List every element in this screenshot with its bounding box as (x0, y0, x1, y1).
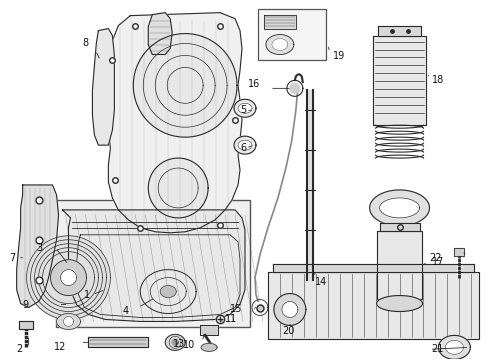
Polygon shape (148, 158, 208, 218)
Bar (258, 9, 325, 60)
Polygon shape (148, 13, 172, 54)
Polygon shape (379, 223, 419, 231)
Text: 10: 10 (183, 340, 195, 350)
Polygon shape (265, 35, 293, 54)
Polygon shape (376, 296, 422, 311)
Text: 11: 11 (224, 314, 237, 324)
Polygon shape (57, 314, 81, 329)
Polygon shape (234, 99, 255, 117)
Text: 3: 3 (37, 243, 42, 253)
Text: 17: 17 (430, 257, 443, 267)
Polygon shape (453, 248, 464, 256)
Text: 14: 14 (314, 276, 326, 287)
Text: 21: 21 (430, 345, 443, 354)
Text: 20: 20 (282, 327, 294, 336)
Text: 6: 6 (240, 143, 245, 153)
Polygon shape (172, 339, 178, 345)
Polygon shape (445, 340, 463, 354)
Polygon shape (267, 272, 478, 339)
Polygon shape (61, 270, 76, 285)
Polygon shape (254, 302, 264, 312)
Polygon shape (369, 190, 428, 226)
Polygon shape (19, 321, 33, 329)
Polygon shape (165, 334, 185, 350)
Polygon shape (17, 185, 59, 307)
Polygon shape (50, 260, 86, 296)
Polygon shape (160, 285, 176, 298)
Polygon shape (376, 231, 422, 298)
Polygon shape (133, 33, 237, 137)
Polygon shape (372, 36, 426, 125)
Text: 5: 5 (240, 105, 246, 115)
Text: 22: 22 (428, 253, 441, 263)
Text: 18: 18 (430, 75, 443, 85)
Polygon shape (26, 236, 110, 319)
Text: 16: 16 (247, 79, 260, 89)
Text: 9: 9 (22, 300, 29, 310)
Polygon shape (306, 90, 312, 280)
Polygon shape (238, 140, 251, 150)
Text: 4: 4 (122, 306, 128, 316)
Polygon shape (88, 337, 148, 347)
Polygon shape (63, 316, 73, 327)
Polygon shape (238, 103, 251, 113)
Polygon shape (281, 302, 297, 318)
Text: 13: 13 (173, 339, 185, 349)
Text: 8: 8 (82, 37, 88, 48)
Polygon shape (234, 136, 255, 154)
Polygon shape (264, 15, 295, 28)
Bar (56, 200, 249, 328)
Polygon shape (108, 13, 242, 233)
Polygon shape (200, 325, 218, 336)
Polygon shape (438, 336, 469, 359)
Polygon shape (62, 210, 244, 321)
Text: 2: 2 (17, 345, 22, 354)
Text: 12: 12 (54, 342, 66, 352)
Text: 19: 19 (332, 51, 345, 62)
Polygon shape (271, 39, 287, 50)
Polygon shape (377, 26, 421, 36)
Polygon shape (289, 84, 299, 93)
Polygon shape (272, 264, 473, 272)
Text: 7: 7 (9, 253, 16, 263)
Polygon shape (379, 198, 419, 218)
Polygon shape (273, 293, 305, 325)
Polygon shape (201, 343, 217, 351)
Polygon shape (92, 28, 114, 145)
Text: 15: 15 (229, 305, 242, 315)
Text: 1: 1 (84, 289, 90, 300)
